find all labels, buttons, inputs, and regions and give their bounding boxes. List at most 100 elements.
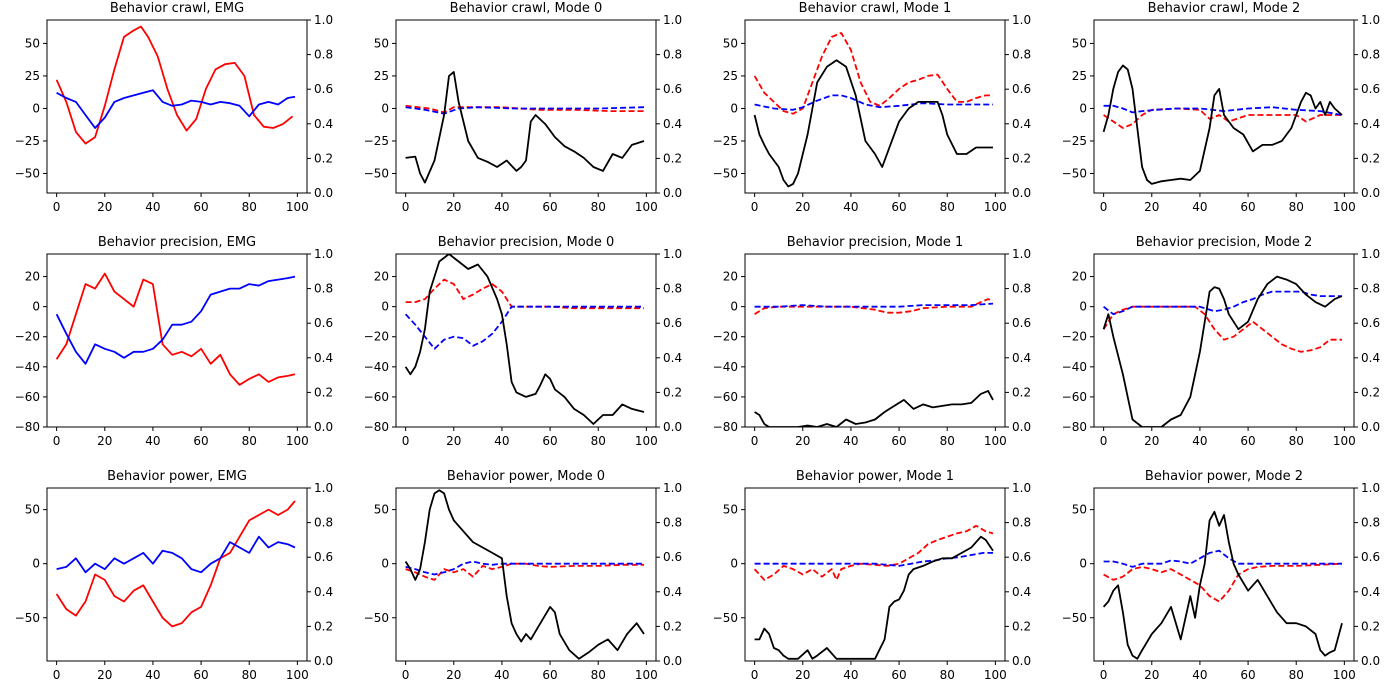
x-tick-label: 20	[795, 434, 810, 448]
axes-frame	[1093, 253, 1355, 428]
right-y-tick-label: 0.8	[1012, 282, 1031, 296]
y-tick-label: 20	[723, 270, 738, 284]
x-tick-label: 20	[795, 200, 810, 214]
right-y-tick-label: 0.4	[1361, 351, 1380, 365]
axes-frame	[46, 19, 308, 194]
right-y-tick-label: 0.0	[1361, 186, 1380, 200]
right-y-tick-label: 0.0	[663, 186, 682, 200]
right-y-tick-label: 0.4	[1012, 351, 1031, 365]
series-group	[753, 524, 994, 660]
series-line-1	[405, 104, 644, 114]
series-group	[404, 254, 645, 425]
subplot-2: Behavior crawl, Mode 0 0 20 40 60 80 100 −50 −25…	[364, 1, 682, 214]
y-tick-label: −80	[364, 420, 389, 434]
right-y-tick-label: 0.2	[1361, 619, 1380, 633]
right-y-tick-label: 0.6	[663, 550, 682, 564]
x-tick-label: 40	[843, 434, 858, 448]
series-group	[55, 500, 296, 628]
y-tick-label: −50	[713, 166, 738, 180]
right-y-tick-label: 0.4	[1012, 585, 1031, 599]
x-tick-label: 0	[402, 200, 410, 214]
right-y-tick-label: 0.0	[663, 654, 682, 668]
right-y-tick-label: 0.6	[1012, 550, 1031, 564]
series-line-3	[404, 489, 645, 660]
right-y-tick-label: 0.8	[1361, 48, 1380, 62]
y-tick-label: 0	[381, 300, 389, 314]
series-group	[1102, 275, 1343, 427]
x-tick-label: 100	[1333, 668, 1356, 682]
x-tick-label: 0	[402, 668, 410, 682]
right-y-tick-label: 0.2	[1012, 151, 1031, 165]
y-tick-label: −50	[15, 611, 40, 625]
y-tick-label: −25	[15, 134, 40, 148]
y-tick-label: 20	[374, 270, 389, 284]
series-group	[405, 71, 645, 184]
y-tick-label: 25	[1072, 69, 1087, 83]
x-tick-label: 100	[1333, 200, 1356, 214]
subplot-6: Behavior precision, Mode 0 0 20 40 60 80 100 −8…	[364, 235, 682, 448]
right-y-tick-label: 1.0	[1012, 13, 1031, 27]
subplot-12: Behavior power, Mode 2 0 20 40 60 80 100 −50 0 50…	[1062, 469, 1380, 682]
subplot-title: Behavior power, Mode 0	[447, 469, 605, 484]
right-y-tick-label: 0.4	[663, 351, 682, 365]
right-y-tick-label: 0.6	[314, 550, 333, 564]
x-tick-label: 60	[193, 434, 208, 448]
x-tick-label: 80	[242, 200, 257, 214]
series-line-2	[1103, 290, 1342, 316]
right-y-tick-label: 0.8	[314, 48, 333, 62]
right-y-tick-label: 0.0	[1012, 186, 1031, 200]
x-tick-label: 0	[402, 434, 410, 448]
y-tick-label: −20	[364, 330, 389, 344]
x-tick-label: 20	[97, 668, 112, 682]
y-tick-label: 25	[25, 69, 40, 83]
subplot-5: Behavior precision, EMG 0 20 40 60 80 100 −80 −6…	[15, 235, 333, 448]
series-line-2	[405, 560, 644, 576]
subplot-10: Behavior power, Mode 0 0 20 40 60 80 100 −50 0 50…	[364, 469, 682, 682]
y-tick-label: −60	[713, 390, 738, 404]
right-y-tick-label: 0.6	[1361, 550, 1380, 564]
x-tick-label: 100	[1333, 434, 1356, 448]
y-tick-label: −60	[15, 390, 40, 404]
series-line-3	[1102, 275, 1343, 427]
right-y-tick-label: 0.2	[1361, 385, 1380, 399]
y-tick-label: 50	[723, 36, 738, 50]
axes-frame	[744, 487, 1006, 662]
right-y-tick-label: 0.4	[663, 585, 682, 599]
x-tick-label: 0	[53, 200, 61, 214]
right-y-tick-label: 0.6	[663, 82, 682, 96]
x-tick-label: 60	[1240, 668, 1255, 682]
y-tick-label: −25	[713, 134, 738, 148]
x-tick-label: 40	[145, 434, 160, 448]
y-tick-label: −40	[713, 360, 738, 374]
right-y-tick-label: 0.0	[1361, 654, 1380, 668]
y-tick-label: −50	[364, 611, 389, 625]
right-y-tick-label: 0.8	[1012, 516, 1031, 530]
series-group	[753, 32, 993, 188]
y-tick-label: −80	[713, 420, 738, 434]
subplot-3: Behavior crawl, Mode 1 0 20 40 60 80 100 −50 −25…	[713, 1, 1031, 214]
right-y-tick-label: 0.6	[1361, 82, 1380, 96]
y-tick-label: −50	[1062, 611, 1087, 625]
right-y-tick-label: 0.4	[1012, 117, 1031, 131]
right-y-tick-label: 1.0	[1361, 247, 1380, 261]
right-y-tick-label: 0.2	[1012, 385, 1031, 399]
x-tick-label: 100	[635, 200, 658, 214]
right-y-tick-label: 0.8	[314, 516, 333, 530]
y-tick-label: −25	[364, 134, 389, 148]
series-line-1	[405, 562, 644, 581]
y-tick-label: −80	[15, 420, 40, 434]
series-group	[55, 25, 296, 145]
y-tick-label: 0	[381, 557, 389, 571]
x-tick-label: 80	[1289, 668, 1304, 682]
x-tick-label: 0	[1100, 668, 1108, 682]
x-tick-label: 60	[542, 434, 557, 448]
right-y-tick-label: 0.2	[663, 385, 682, 399]
x-tick-label: 80	[242, 434, 257, 448]
right-y-tick-label: 0.8	[314, 282, 333, 296]
subplot-title: Behavior power, Mode 2	[1145, 469, 1303, 484]
x-tick-label: 60	[1240, 200, 1255, 214]
y-tick-label: −25	[1062, 134, 1087, 148]
x-tick-label: 40	[1192, 668, 1207, 682]
series-line-1	[1103, 562, 1343, 603]
